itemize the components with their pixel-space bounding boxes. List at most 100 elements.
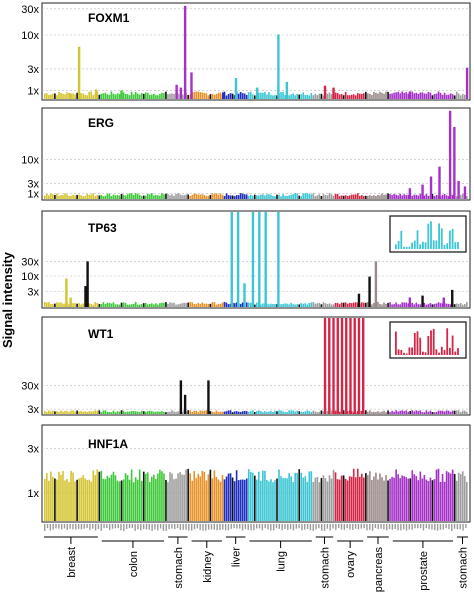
baseline-bar — [116, 480, 119, 521]
baseline-bar — [56, 479, 58, 521]
baseline-bar — [455, 196, 458, 199]
baseline-bar — [70, 410, 72, 414]
inset-bar — [424, 242, 427, 249]
baseline-bar — [211, 411, 214, 414]
sample-label-mark — [383, 524, 385, 530]
panel-frame — [41, 107, 471, 201]
baseline-bar — [62, 303, 64, 307]
baseline-bar — [237, 93, 240, 99]
baseline-bar — [383, 480, 385, 521]
baseline-bar — [223, 301, 226, 307]
sample-label-mark — [349, 524, 351, 530]
baseline-bar — [136, 304, 139, 307]
baseline-bar — [328, 92, 331, 99]
sample-label-mark — [289, 524, 292, 530]
baseline-bar — [258, 471, 260, 521]
sample-label-mark — [128, 524, 131, 529]
baseline-bar — [84, 196, 86, 199]
peak-bar — [421, 295, 424, 307]
baseline-bar — [431, 304, 434, 307]
baseline-bar — [373, 411, 375, 414]
baseline-bar — [377, 194, 379, 199]
baseline-bar — [100, 194, 103, 199]
sample-label-mark — [425, 524, 427, 529]
baseline-bar — [282, 478, 284, 521]
inset-bar — [446, 328, 449, 355]
baseline-bar — [219, 193, 222, 199]
sample-label-mark — [306, 524, 309, 530]
y-tick-label: 3x — [27, 287, 39, 299]
baseline-bar — [66, 411, 68, 414]
baseline-bar — [195, 304, 198, 307]
baseline-bar — [415, 410, 418, 414]
y-tick-label: 10x — [21, 271, 39, 283]
baseline-bar — [155, 95, 157, 99]
baseline-bar — [306, 193, 309, 199]
panel-frame — [41, 316, 471, 416]
baseline-bar — [306, 481, 309, 521]
baseline-bar — [130, 410, 133, 414]
baseline-bar — [367, 302, 369, 307]
sample-label-mark — [321, 524, 323, 531]
sample-label-mark — [227, 524, 230, 531]
sample-label-mark — [434, 524, 436, 531]
baseline-bar — [132, 195, 135, 199]
baseline-bar — [58, 91, 60, 99]
baseline-bar — [403, 411, 406, 414]
baseline-bar — [207, 95, 210, 99]
baseline-bar — [108, 411, 111, 414]
baseline-bar — [310, 92, 313, 99]
baseline-bar — [433, 196, 436, 199]
panel-title: WT1 — [88, 327, 114, 341]
baseline-bar — [104, 92, 107, 99]
x-group-label: colon — [128, 551, 140, 577]
baseline-bar — [397, 304, 399, 307]
baseline-bar — [175, 304, 177, 307]
sample-label-mark — [354, 524, 357, 529]
baseline-bar — [316, 195, 319, 199]
baseline-bar — [413, 411, 416, 414]
baseline-bar — [266, 94, 268, 99]
baseline-bar — [272, 411, 274, 414]
baseline-bar — [187, 468, 189, 521]
panel-title: ERG — [88, 116, 114, 130]
inset-bar — [438, 223, 440, 249]
baseline-bar — [401, 410, 403, 414]
baseline-bar — [401, 91, 403, 99]
peak-bar — [408, 91, 412, 99]
baseline-bar — [383, 194, 385, 199]
baseline-bar — [397, 474, 399, 521]
baseline-bar — [363, 195, 365, 199]
baseline-bar — [58, 195, 60, 199]
baseline-bar — [237, 195, 240, 199]
baseline-bar — [227, 195, 230, 199]
baseline-bar — [102, 410, 105, 414]
sample-label-mark — [109, 524, 111, 531]
baseline-bar — [270, 410, 272, 414]
sample-label-mark — [411, 524, 413, 530]
baseline-bar — [116, 304, 119, 307]
baseline-bar — [352, 302, 355, 307]
baseline-bar — [435, 93, 438, 99]
baseline-bar — [443, 411, 446, 414]
sample-label-mark — [230, 524, 232, 529]
baseline-bar — [100, 412, 103, 414]
baseline-bar — [247, 411, 250, 414]
baseline-bar — [383, 410, 385, 414]
baseline-bar — [80, 304, 82, 307]
sample-label-mark — [422, 524, 425, 531]
baseline-bar — [100, 304, 103, 307]
inset-bar — [443, 350, 446, 355]
baseline-bar — [286, 195, 288, 199]
baseline-bar — [397, 195, 399, 199]
x-group-label: liver — [231, 547, 243, 568]
baseline-bar — [175, 411, 177, 414]
baseline-bar — [88, 91, 91, 99]
baseline-bar — [48, 95, 50, 99]
baseline-bar — [247, 302, 250, 307]
baseline-bar — [177, 304, 179, 307]
sample-label-mark — [343, 524, 346, 530]
sample-label-mark — [346, 524, 348, 529]
baseline-bar — [459, 194, 462, 199]
baseline-bar — [98, 195, 101, 199]
